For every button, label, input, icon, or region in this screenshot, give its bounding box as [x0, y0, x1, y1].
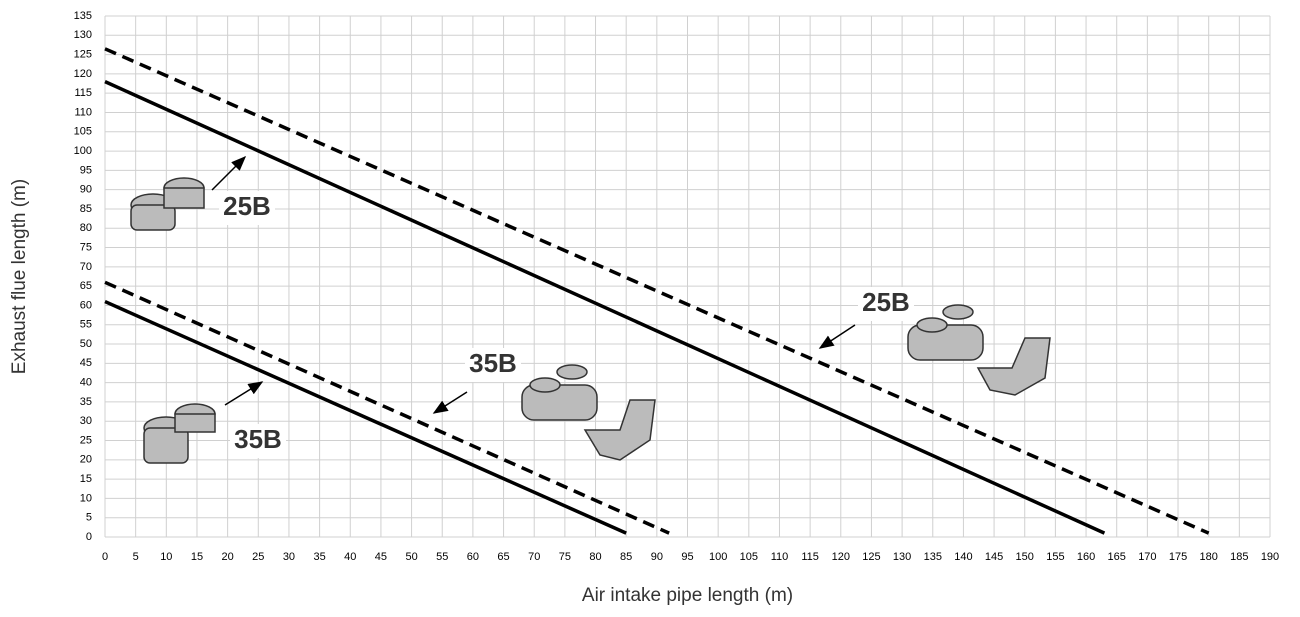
x-tick-label: 145	[985, 551, 1003, 563]
y-tick-label: 30	[80, 415, 92, 427]
y-axis-title: Exhaust flue length (m)	[9, 179, 30, 374]
annotation-background	[219, 191, 275, 225]
x-tick-label: 35	[313, 551, 325, 563]
icon	[907, 304, 984, 361]
x-tick-label: 180	[1200, 551, 1218, 563]
x-tick-label: 130	[893, 551, 911, 563]
y-tick-label: 110	[74, 106, 92, 118]
series-line	[104, 280, 670, 535]
y-tick-label: 90	[80, 184, 92, 196]
y-tick-label: 80	[80, 222, 92, 234]
icon	[583, 399, 656, 461]
x-tick-label: 150	[1016, 551, 1034, 563]
y-tick-label: 60	[80, 299, 92, 311]
x-axis-title: Air intake pipe length (m)	[582, 585, 793, 606]
y-tick-label: 40	[80, 377, 92, 389]
annotation: 35B	[234, 424, 282, 454]
y-tick-label: 75	[80, 241, 92, 253]
y-tick-label: 0	[86, 531, 92, 543]
y-tick-label: 85	[80, 203, 92, 215]
x-tick-label: 140	[954, 551, 972, 563]
x-tick-label: 5	[133, 551, 139, 563]
icon	[521, 364, 598, 421]
x-tick-label: 85	[620, 551, 632, 563]
y-tick-label: 115	[74, 87, 92, 99]
x-tick-label: 115	[801, 551, 819, 563]
annotation-background	[858, 287, 914, 321]
x-tick-label: 185	[1230, 551, 1248, 563]
y-tick-label: 50	[80, 338, 92, 350]
y-tick-label: 70	[80, 261, 92, 273]
y-tick-label: 35	[80, 396, 92, 408]
y-tick-label: 105	[74, 126, 92, 138]
y-tick-label: 20	[80, 454, 92, 466]
x-tick-label: 175	[1169, 551, 1187, 563]
icon	[976, 337, 1051, 396]
annotation-arrow	[211, 155, 247, 191]
y-tick-label: 95	[80, 164, 92, 176]
x-tick-label: 110	[771, 551, 789, 563]
x-tick-label: 80	[589, 551, 601, 563]
series-line	[104, 80, 1106, 535]
y-tick-label: 130	[74, 29, 92, 41]
annotation: 25B	[223, 191, 271, 221]
y-tick-label: 125	[74, 48, 92, 60]
y-tick-label: 25	[80, 434, 92, 446]
annotation-arrow	[224, 381, 264, 406]
x-tick-label: 100	[709, 551, 727, 563]
annotation-arrow	[432, 391, 468, 414]
y-tick-label: 45	[80, 357, 92, 369]
x-tick-label: 190	[1261, 551, 1279, 563]
series-line	[104, 47, 1210, 535]
x-tick-label: 90	[651, 551, 663, 563]
x-tick-label: 160	[1077, 551, 1095, 563]
x-tick-label: 135	[924, 551, 942, 563]
x-tick-label: 165	[1108, 551, 1126, 563]
annotation: 35B	[469, 348, 517, 378]
y-tick-label: 135	[74, 10, 92, 22]
x-tick-label: 55	[436, 551, 448, 563]
x-tick-label: 40	[344, 551, 356, 563]
annotation: 25B	[862, 287, 910, 317]
x-tick-label: 45	[375, 551, 387, 563]
x-tick-label: 95	[681, 551, 693, 563]
icon	[143, 403, 216, 464]
x-tick-label: 120	[832, 551, 850, 563]
icon	[130, 177, 205, 231]
y-tick-label: 10	[80, 492, 92, 504]
y-tick-label: 5	[86, 512, 92, 524]
x-tick-label: 20	[222, 551, 234, 563]
x-tick-label: 50	[405, 551, 417, 563]
y-tick-label: 65	[80, 280, 92, 292]
y-tick-label: 100	[74, 145, 92, 157]
x-tick-label: 0	[102, 551, 108, 563]
x-tick-label: 30	[283, 551, 295, 563]
x-tick-label: 60	[467, 551, 479, 563]
x-tick-label: 65	[497, 551, 509, 563]
x-tick-label: 125	[862, 551, 880, 563]
x-tick-label: 155	[1046, 551, 1064, 563]
y-tick-label: 55	[80, 319, 92, 331]
y-tick-label: 120	[74, 68, 92, 80]
x-tick-label: 170	[1138, 551, 1156, 563]
x-tick-label: 75	[559, 551, 571, 563]
x-tick-label: 70	[528, 551, 540, 563]
x-tick-label: 25	[252, 551, 264, 563]
series-line	[104, 299, 627, 535]
y-tick-label: 15	[80, 473, 92, 485]
x-tick-label: 10	[160, 551, 172, 563]
annotation-arrow	[818, 324, 856, 349]
x-tick-label: 105	[740, 551, 758, 563]
annotation-background	[465, 348, 521, 382]
annotation-background	[230, 424, 286, 458]
x-tick-label: 15	[191, 551, 203, 563]
fitting-icons	[130, 177, 1051, 464]
